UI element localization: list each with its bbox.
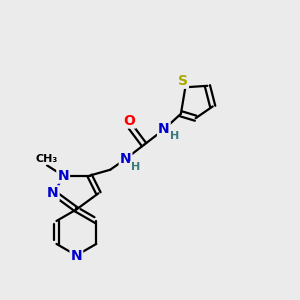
Text: CH₃: CH₃ [36,154,58,164]
Text: H: H [170,131,179,142]
Text: N: N [120,152,131,166]
Text: H: H [131,162,140,172]
Text: N: N [47,186,58,200]
Text: O: O [124,114,135,128]
Text: S: S [178,74,188,88]
Text: N: N [57,169,69,183]
Text: N: N [158,122,170,136]
Text: N: N [70,249,82,263]
